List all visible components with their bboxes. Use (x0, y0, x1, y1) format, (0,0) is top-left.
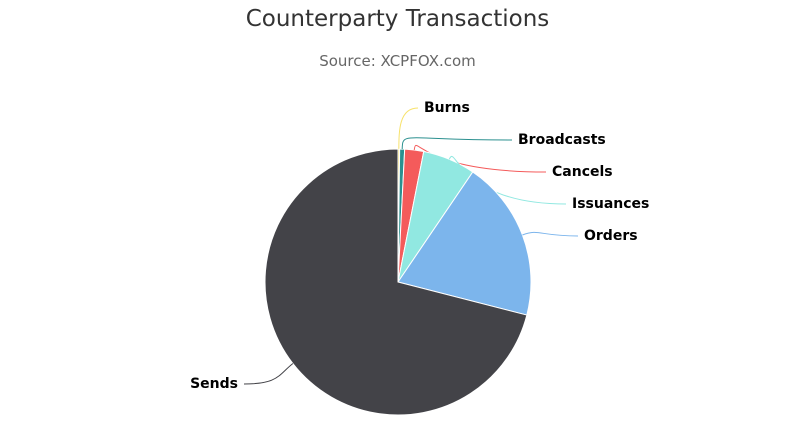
connector-orders (522, 231, 579, 237)
pie-slice-sends[interactable] (264, 148, 528, 416)
chart-title: Counterparty Transactions (245, 6, 550, 32)
label-orders: Orders (584, 228, 638, 244)
label-burns: Burns (424, 100, 470, 116)
label-broadcasts: Broadcasts (518, 132, 606, 148)
label-cancels: Cancels (552, 164, 613, 180)
pie-slice-orders[interactable] (397, 171, 532, 316)
connector-sends (243, 363, 294, 385)
connector-burns (398, 107, 419, 150)
connector-issuances (448, 156, 567, 205)
connector-broadcasts (401, 137, 513, 150)
chart-subtitle: Source: XCPFOX.com (319, 52, 476, 70)
label-issuances: Issuances (572, 196, 649, 212)
label-sends: Sends (190, 376, 238, 392)
